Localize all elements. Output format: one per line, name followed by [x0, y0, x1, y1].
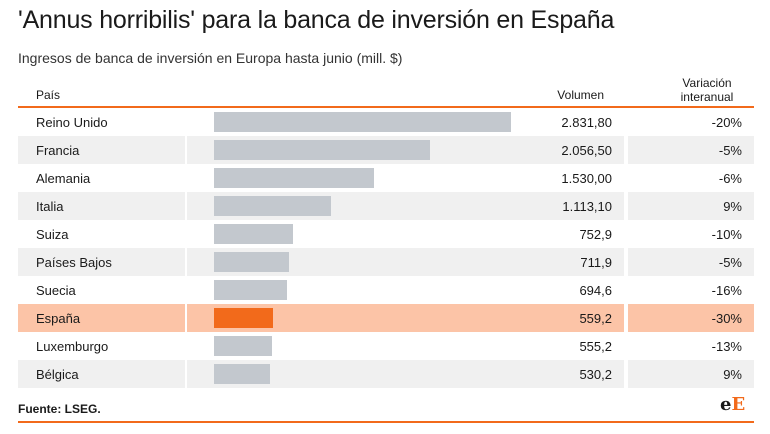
volume-label: 530,2 [579, 366, 612, 382]
bar-cell [187, 276, 624, 304]
chart-subtitle: Ingresos de banca de inversión en Europa… [18, 50, 403, 66]
change-label: -20% [711, 114, 742, 130]
bar-cell [187, 304, 624, 332]
bar-cell [187, 360, 624, 388]
table-row: Suecia 694,6 -16% [18, 276, 754, 304]
country-label: España [18, 304, 185, 332]
volume-label: 1.113,10 [562, 198, 612, 214]
bar-cell [187, 164, 624, 192]
bar-cell [187, 220, 624, 248]
table-header: País Volumen Variación interanual [18, 76, 754, 108]
volume-label: 711,9 [580, 254, 612, 270]
bar-francia [214, 140, 430, 160]
table-body: Reino Unido 2.831,80 -20% Francia 2.056,50 -5… [18, 108, 754, 388]
bar-luxemburgo [214, 336, 273, 356]
country-label: Luxemburgo [36, 338, 109, 354]
country-label: Suecia [36, 282, 76, 298]
volume-label: 1.530,00 [561, 170, 612, 186]
table-row: Bélgica 530,2 9% [18, 360, 754, 388]
country-label: Italia [18, 192, 185, 220]
country-label: Países Bajos [18, 248, 185, 276]
table-row: España 559,2 -30% [18, 304, 754, 332]
table-row: Países Bajos 711,9 -5% [18, 248, 754, 276]
header-change: Variación interanual [672, 76, 742, 104]
bar-suecia [214, 280, 287, 300]
footer-rule [18, 421, 754, 423]
header-country: País [36, 88, 61, 102]
country-label: Francia [18, 136, 185, 164]
change-label: -13% [711, 338, 742, 354]
change-label: -5% [628, 248, 754, 276]
source-note: Fuente: LSEG. [18, 402, 101, 416]
bar-cell [187, 136, 624, 164]
bar-españa [214, 308, 273, 328]
change-label: -30% [628, 304, 754, 332]
header-change-line: Variación [682, 76, 732, 90]
chart-title: 'Annus horribilis' para la banca de inve… [18, 6, 615, 34]
change-label: -16% [711, 282, 742, 298]
country-label: Reino Unido [36, 114, 108, 130]
volume-label: 2.056,50 [561, 142, 612, 158]
country-label: Bélgica [18, 360, 185, 388]
table-row: Suiza 752,9 -10% [18, 220, 754, 248]
bar-países-bajos [214, 252, 289, 272]
volume-label: 559,2 [579, 310, 612, 326]
table-row: Luxemburgo 555,2 -13% [18, 332, 754, 360]
table-row: Francia 2.056,50 -5% [18, 136, 754, 164]
volume-label: 694,6 [579, 282, 612, 298]
bar-reino-unido [214, 112, 511, 132]
change-label: -6% [718, 170, 742, 186]
bar-cell [187, 332, 624, 360]
bar-cell [187, 108, 624, 136]
header-volume: Volumen [557, 88, 604, 102]
country-label: Alemania [36, 170, 91, 186]
data-table: País Volumen Variación interanual Reino U… [18, 76, 754, 388]
bar-bélgica [214, 364, 270, 384]
change-label: -5% [628, 136, 754, 164]
country-label: Suiza [36, 226, 69, 242]
volume-label: 555,2 [579, 338, 612, 354]
bar-italia [214, 196, 331, 216]
volume-label: 752,9 [579, 226, 612, 242]
bar-alemania [214, 168, 375, 188]
bar-cell [187, 192, 624, 220]
header-change-line: interanual [680, 90, 734, 104]
volume-label: 2.831,80 [561, 114, 612, 130]
change-label: 9% [628, 360, 754, 388]
change-label: 9% [628, 192, 754, 220]
table-row: Alemania 1.530,00 -6% [18, 164, 754, 192]
table-row: Reino Unido 2.831,80 -20% [18, 108, 754, 136]
table-row: Italia 1.113,10 9% [18, 192, 754, 220]
change-label: -10% [711, 226, 742, 242]
publisher-logo: eE [720, 394, 746, 415]
bar-cell [187, 248, 624, 276]
bar-suiza [214, 224, 293, 244]
